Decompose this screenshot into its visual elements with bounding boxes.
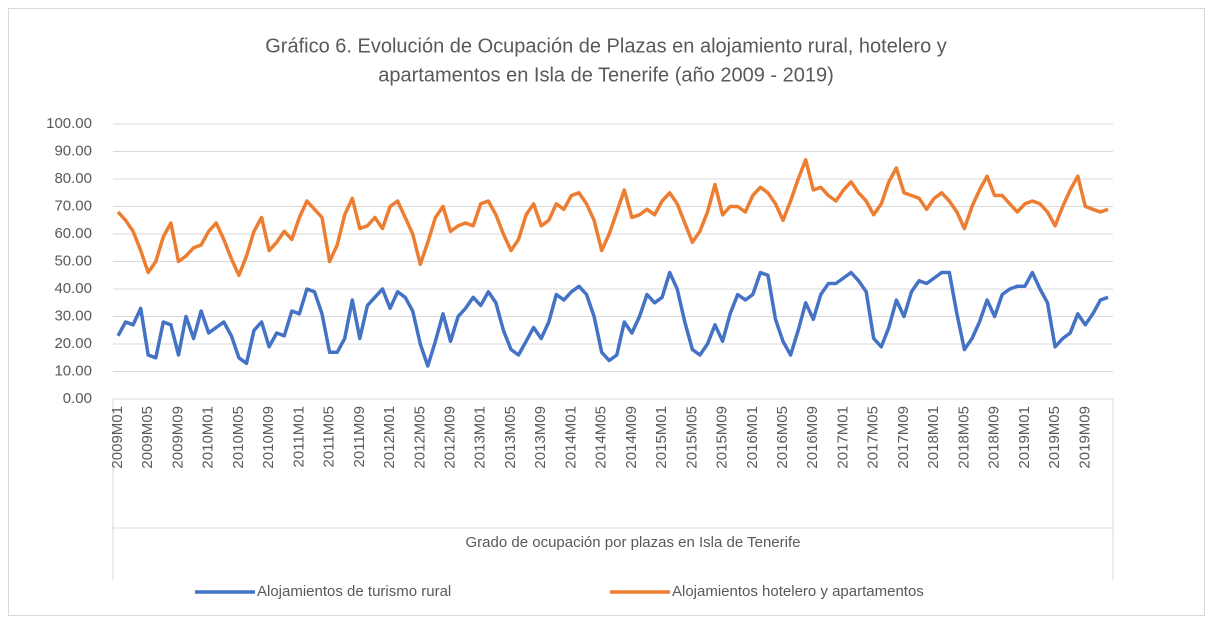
x-tick-label: 2017M09	[895, 406, 912, 469]
x-tick-label: 2016M09	[804, 406, 821, 469]
x-tick-label: 2010M01	[200, 406, 217, 469]
x-tick-label: 2010M05	[230, 406, 247, 469]
x-tick-label: 2019M01	[1016, 406, 1033, 469]
x-tick-label: 2019M05	[1046, 406, 1063, 469]
chart-title: apartamentos en Isla de Tenerife (año 20…	[378, 64, 834, 86]
x-tick-label: 2017M01	[834, 406, 851, 469]
y-tick-label: 100.00	[46, 115, 92, 132]
y-tick-label: 90.00	[54, 142, 92, 159]
x-tick-label: 2018M09	[986, 406, 1003, 469]
x-tick-label: 2014M05	[593, 406, 610, 469]
chart-title: Gráfico 6. Evolución de Ocupación de Pla…	[265, 35, 947, 57]
x-axis-label: Grado de ocupación por plazas en Isla de…	[466, 534, 801, 551]
x-tick-label: 2015M09	[714, 406, 731, 469]
y-tick-label: 30.00	[54, 307, 92, 324]
x-tick-label: 2009M05	[139, 406, 156, 469]
y-tick-label: 80.00	[54, 170, 92, 187]
x-tick-label: 2018M01	[925, 406, 942, 469]
chart-border	[8, 8, 1205, 616]
x-tick-label: 2013M01	[472, 406, 489, 469]
y-tick-label: 10.00	[54, 362, 92, 379]
legend-label: Alojamientos de turismo rural	[257, 583, 451, 600]
x-tick-label: 2014M01	[562, 406, 579, 469]
y-tick-label: 0.00	[63, 390, 92, 407]
series-line	[116, 158, 1109, 278]
y-tick-label: 20.00	[54, 335, 92, 352]
x-tick-label: 2016M05	[774, 406, 791, 469]
x-tick-label: 2011M01	[290, 406, 307, 467]
legend-label: Alojamientos hotelero y apartamentos	[672, 583, 924, 600]
x-tick-label: 2011M09	[351, 406, 368, 467]
x-tick-label: 2018M05	[955, 406, 972, 469]
x-tick-label: 2009M01	[109, 406, 126, 469]
x-tick-label: 2013M05	[502, 406, 519, 469]
x-tick-label: 2016M01	[744, 406, 761, 469]
x-tick-label: 2015M01	[653, 406, 670, 469]
x-tick-label: 2011M05	[321, 406, 338, 467]
x-tick-label: 2014M09	[623, 406, 640, 469]
series-line	[116, 270, 1109, 368]
x-tick-label: 2017M05	[865, 406, 882, 469]
x-tick-label: 2019M09	[1076, 406, 1093, 469]
x-tick-label: 2010M09	[260, 406, 277, 469]
y-tick-label: 60.00	[54, 225, 92, 242]
x-tick-label: 2013M09	[532, 406, 549, 469]
x-tick-label: 2009M09	[169, 406, 186, 469]
y-tick-label: 40.00	[54, 280, 92, 297]
y-tick-label: 50.00	[54, 252, 92, 269]
x-tick-label: 2012M05	[411, 406, 428, 469]
x-tick-label: 2015M05	[683, 406, 700, 469]
y-tick-label: 70.00	[54, 197, 92, 214]
x-tick-label: 2012M01	[381, 406, 398, 469]
x-tick-label: 2012M09	[441, 406, 458, 469]
